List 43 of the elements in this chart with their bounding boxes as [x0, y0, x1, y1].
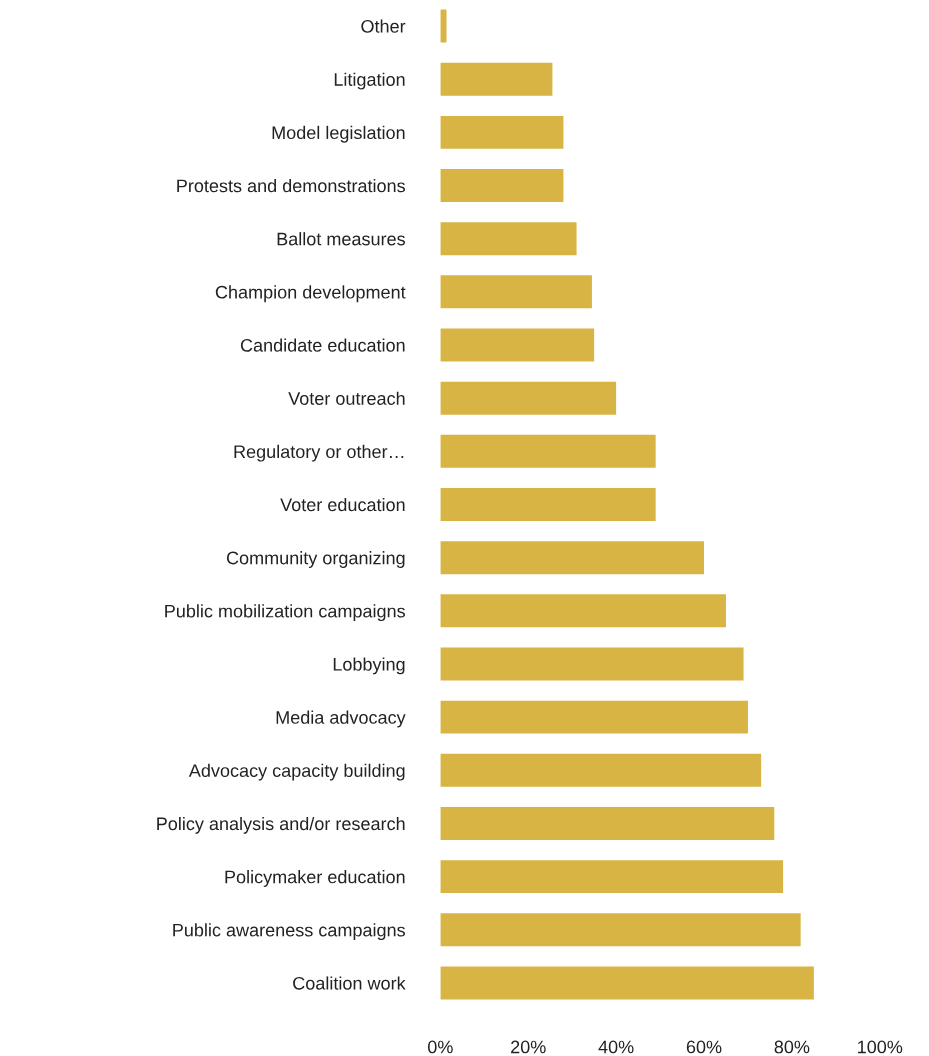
x-tick-label: 60% [686, 1040, 722, 1054]
bar [440, 860, 784, 894]
bar [440, 115, 564, 149]
y-tick-label: Public mobilization campaigns [165, 604, 405, 622]
y-tick-label: Media advocacy [276, 710, 406, 728]
bar [440, 328, 595, 362]
x-tick-label: 80% [774, 1040, 810, 1054]
bar [440, 700, 748, 734]
bar [440, 541, 704, 575]
y-tick-label: Policy analysis and/or research [157, 816, 405, 834]
y-tick-label: Community organizing [226, 551, 405, 568]
y-tick-label: Litigation [334, 72, 405, 90]
bar [440, 62, 553, 96]
bar [440, 594, 726, 628]
y-tick-label: Policymaker education [225, 870, 405, 887]
bar [440, 647, 744, 681]
x-tick-label: 0% [428, 1040, 453, 1054]
bar [440, 966, 814, 1000]
bar [440, 806, 775, 840]
y-tick-label: Voter education [280, 497, 405, 512]
x-tick-label: 40% [598, 1040, 634, 1054]
bar [440, 488, 656, 521]
y-tick-label: Protests and demonstrations [177, 178, 405, 193]
y-tick-label: Public awareness campaigns [173, 923, 405, 941]
y-tick-label: Regulatory or other… [234, 444, 404, 462]
y-tick-label: Coalition work [293, 976, 406, 990]
bar [440, 753, 762, 787]
bar [440, 913, 801, 947]
y-tick-label: Voter outreach [288, 391, 405, 405]
bar [440, 434, 656, 468]
y-tick-label: Other [361, 19, 406, 33]
y-tick-label: Champion development [215, 285, 406, 303]
bar [440, 275, 592, 309]
y-tick-label: Ballot measures [277, 232, 405, 246]
y-tick-label: Lobbying [333, 657, 405, 675]
x-tick-label: 20% [511, 1040, 546, 1054]
bar [440, 222, 577, 256]
y-tick-label: Model legislation [272, 125, 405, 143]
y-tick-label: Advocacy capacity building [188, 763, 405, 781]
bar [440, 169, 564, 202]
y-tick-label: Candidate education [240, 338, 405, 352]
bar [440, 381, 617, 415]
x-tick-label: 100% [858, 1040, 903, 1054]
